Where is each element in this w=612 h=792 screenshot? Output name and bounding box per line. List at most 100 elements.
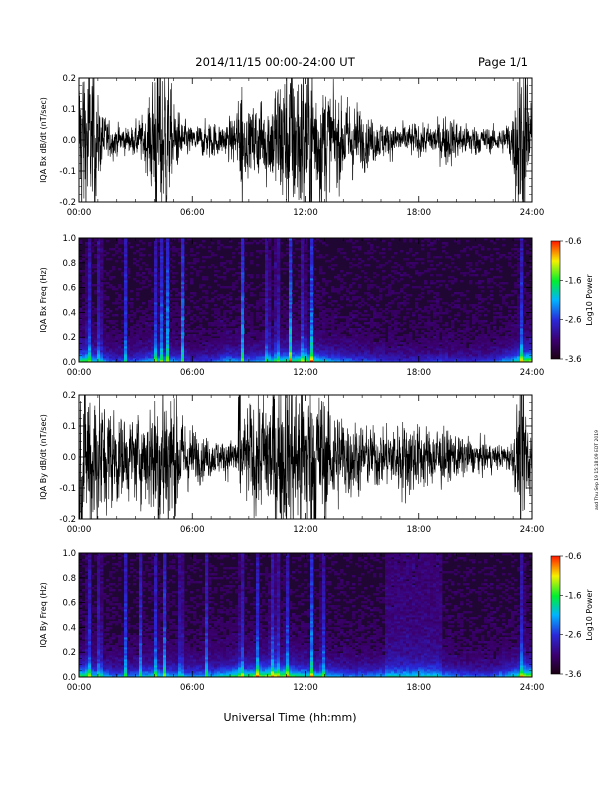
spectrogram-cell bbox=[88, 306, 92, 309]
spectrogram-cell bbox=[283, 328, 287, 331]
spectrogram-cell bbox=[421, 358, 425, 361]
spectrogram-cell bbox=[163, 332, 167, 335]
spectrogram-cell bbox=[319, 342, 323, 345]
spectrogram-cell bbox=[205, 304, 209, 307]
spectrogram-cell bbox=[514, 320, 518, 323]
spectrogram-cell bbox=[154, 284, 158, 287]
spectrogram-cell bbox=[178, 294, 182, 297]
spectrogram-cell bbox=[139, 310, 143, 313]
spectrogram-cell bbox=[421, 296, 425, 299]
spectrogram-cell bbox=[109, 338, 113, 341]
spectrogram-cell bbox=[265, 264, 269, 267]
spectrogram-cell bbox=[82, 270, 86, 273]
spectrogram-cell bbox=[184, 350, 188, 353]
spectrogram-cell bbox=[181, 320, 185, 323]
spectrogram-cell bbox=[475, 264, 479, 267]
spectrogram-cell bbox=[301, 350, 305, 353]
spectrogram-cell bbox=[430, 264, 434, 267]
spectrogram-cell bbox=[166, 256, 170, 259]
spectrogram-cell bbox=[334, 356, 338, 359]
spectrogram-cell bbox=[442, 354, 446, 357]
spectrogram-cell bbox=[343, 328, 347, 331]
spectrogram-cell bbox=[301, 244, 305, 247]
spectrogram-cell bbox=[385, 358, 389, 361]
spectrogram-cell bbox=[127, 358, 131, 361]
spectrogram-cell bbox=[280, 288, 284, 291]
spectrogram-cell bbox=[244, 268, 248, 271]
spectrogram-cell bbox=[487, 350, 491, 353]
spectrogram-cell bbox=[148, 348, 152, 351]
spectrogram-cell bbox=[463, 338, 467, 341]
spectrogram-cell bbox=[322, 306, 326, 309]
spectrogram-cell bbox=[382, 346, 386, 349]
spectrogram-cell bbox=[445, 356, 449, 359]
spectrogram-cell bbox=[448, 356, 452, 359]
spectrogram-cell bbox=[166, 314, 170, 317]
spectrogram-cell bbox=[160, 348, 164, 351]
spectrogram-cell bbox=[220, 264, 224, 267]
spectrogram-cell bbox=[220, 358, 224, 361]
spectrogram-cell bbox=[361, 304, 365, 307]
spectrogram-cell bbox=[340, 336, 344, 339]
spectrogram-cell bbox=[478, 268, 482, 271]
spectrogram-cell bbox=[319, 270, 323, 273]
spectrogram-cell bbox=[379, 298, 383, 301]
spectrogram-cell bbox=[277, 326, 281, 329]
spectrogram-cell bbox=[265, 238, 269, 241]
spectrogram-cell bbox=[235, 358, 239, 361]
spectrogram-cell bbox=[100, 272, 104, 275]
spectrogram-cell bbox=[361, 270, 365, 273]
spectrogram-cell bbox=[325, 350, 329, 353]
spectrogram-cell bbox=[154, 290, 158, 293]
spectrogram-cell bbox=[106, 298, 110, 301]
spectrogram-cell bbox=[157, 300, 161, 303]
spectrogram-cell bbox=[148, 354, 152, 357]
spectrogram-cell bbox=[325, 244, 329, 247]
spectrogram-cell bbox=[340, 252, 344, 255]
spectrogram-cell bbox=[316, 318, 320, 321]
spectrogram-cell bbox=[241, 282, 245, 285]
spectrogram-cell bbox=[334, 314, 338, 317]
spectrogram-cell bbox=[91, 354, 95, 357]
spectrogram-cell bbox=[100, 238, 104, 241]
spectrogram-cell bbox=[364, 356, 368, 359]
spectrogram-cell bbox=[100, 256, 104, 259]
spectrogram-cell bbox=[121, 326, 125, 329]
spectrogram-cell bbox=[250, 332, 254, 335]
spectrogram-cell bbox=[328, 296, 332, 299]
spectrogram-cell bbox=[394, 346, 398, 349]
spectrogram-cell bbox=[124, 350, 128, 353]
spectrogram-cell bbox=[286, 312, 290, 315]
spectrogram-cell bbox=[418, 340, 422, 343]
header-page: Page 1/1 bbox=[478, 55, 528, 69]
spectrogram-cell bbox=[280, 350, 284, 353]
spectrogram-cell bbox=[415, 272, 419, 275]
spectrogram-cell bbox=[328, 344, 332, 347]
spectrogram-cell bbox=[151, 348, 155, 351]
spectrogram-cell bbox=[127, 344, 131, 347]
spectrogram-cell bbox=[289, 244, 293, 247]
spectrogram-cell bbox=[199, 284, 203, 287]
spectrogram-cell bbox=[355, 324, 359, 327]
spectrogram-cell bbox=[148, 322, 152, 325]
spectrogram-cell bbox=[283, 360, 287, 362]
spectrogram-cell bbox=[124, 240, 128, 243]
spectrogram-cell bbox=[379, 328, 383, 331]
spectrogram-cell bbox=[139, 320, 143, 323]
spectrogram-cell bbox=[88, 272, 92, 275]
spectrogram-cell bbox=[142, 322, 146, 325]
spectrogram-cell bbox=[109, 360, 113, 362]
spectrogram-cell bbox=[373, 324, 377, 327]
spectrogram-cell bbox=[265, 292, 269, 295]
spectrogram-cell bbox=[349, 332, 353, 335]
spectrogram-cell bbox=[151, 352, 155, 355]
spectrogram-cell bbox=[157, 312, 161, 315]
spectrogram-cell bbox=[367, 348, 371, 351]
spectrogram-cell bbox=[181, 312, 185, 315]
spectrogram-cell bbox=[370, 344, 374, 347]
spectrogram-cell bbox=[199, 360, 203, 362]
spectrogram-cell bbox=[283, 310, 287, 313]
spectrogram-cell bbox=[265, 308, 269, 311]
spectrogram-cell bbox=[184, 344, 188, 347]
spectrogram-cell bbox=[79, 240, 83, 243]
